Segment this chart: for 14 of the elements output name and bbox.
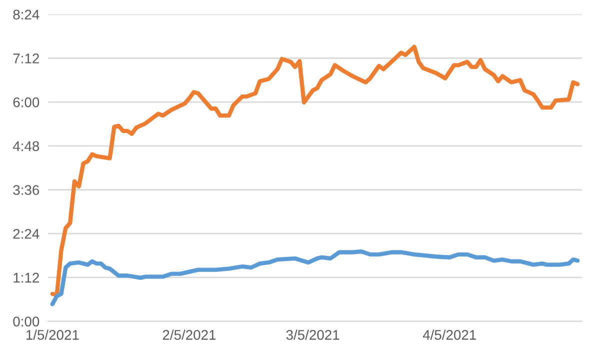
x-tick-label: 4/5/2021: [422, 330, 476, 340]
line-series: [50, 44, 580, 298]
y-tick-label: 0:00: [13, 316, 40, 326]
x-tick-label: 3/5/2021: [286, 330, 340, 340]
y-tick-label: 3:36: [13, 185, 40, 195]
x-tick-label: 1/5/2021: [26, 330, 79, 340]
x-tick-label: 2/5/2021: [162, 330, 216, 340]
y-tick-label: 2:24: [13, 228, 40, 239]
y-tick-label: 8:24: [13, 10, 40, 20]
line-series: [50, 249, 580, 306]
y-tick-label: 4:48: [12, 141, 40, 152]
y-tick-label: 6:00: [13, 97, 40, 108]
y-tick-label: 1:12: [14, 272, 39, 282]
y-tick-label: 7:12: [13, 54, 39, 64]
